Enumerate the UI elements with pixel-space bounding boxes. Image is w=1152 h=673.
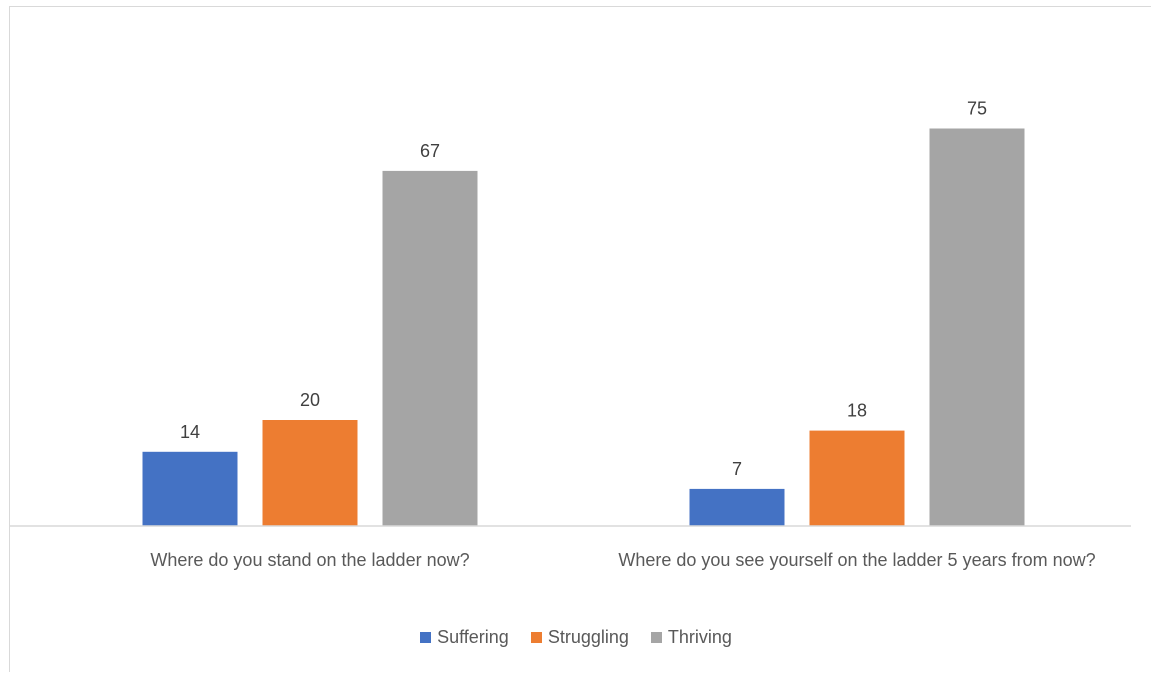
data-label-suffering-cat-2: 7 <box>732 459 742 479</box>
data-label-struggling-cat-1: 20 <box>300 390 320 410</box>
category-labels-layer: Where do you stand on the ladder now? Whe… <box>150 550 1095 570</box>
legend-swatch-suffering <box>420 632 431 643</box>
legend: Suffering Struggling Thriving <box>0 627 1152 648</box>
legend-label-thriving: Thriving <box>668 627 732 648</box>
legend-swatch-struggling <box>531 632 542 643</box>
bar-suffering-cat-1 <box>143 452 238 526</box>
bar-suffering-cat-2 <box>690 489 785 526</box>
category-label-1: Where do you stand on the ladder now? <box>150 550 469 570</box>
legend-item-struggling: Struggling <box>531 627 629 648</box>
bar-thriving-cat-2 <box>930 129 1025 527</box>
data-label-thriving-cat-1: 67 <box>420 141 440 161</box>
bar-struggling-cat-2 <box>810 431 905 526</box>
data-label-thriving-cat-2: 75 <box>967 99 987 119</box>
legend-swatch-thriving <box>651 632 662 643</box>
bars-layer <box>143 129 1025 527</box>
legend-label-suffering: Suffering <box>437 627 509 648</box>
legend-label-struggling: Struggling <box>548 627 629 648</box>
bar-struggling-cat-1 <box>263 420 358 526</box>
data-label-suffering-cat-1: 14 <box>180 422 200 442</box>
legend-item-suffering: Suffering <box>420 627 509 648</box>
category-label-2: Where do you see yourself on the ladder … <box>618 550 1095 570</box>
legend-item-thriving: Thriving <box>651 627 732 648</box>
bar-thriving-cat-1 <box>383 171 478 526</box>
data-label-struggling-cat-2: 18 <box>847 401 867 421</box>
